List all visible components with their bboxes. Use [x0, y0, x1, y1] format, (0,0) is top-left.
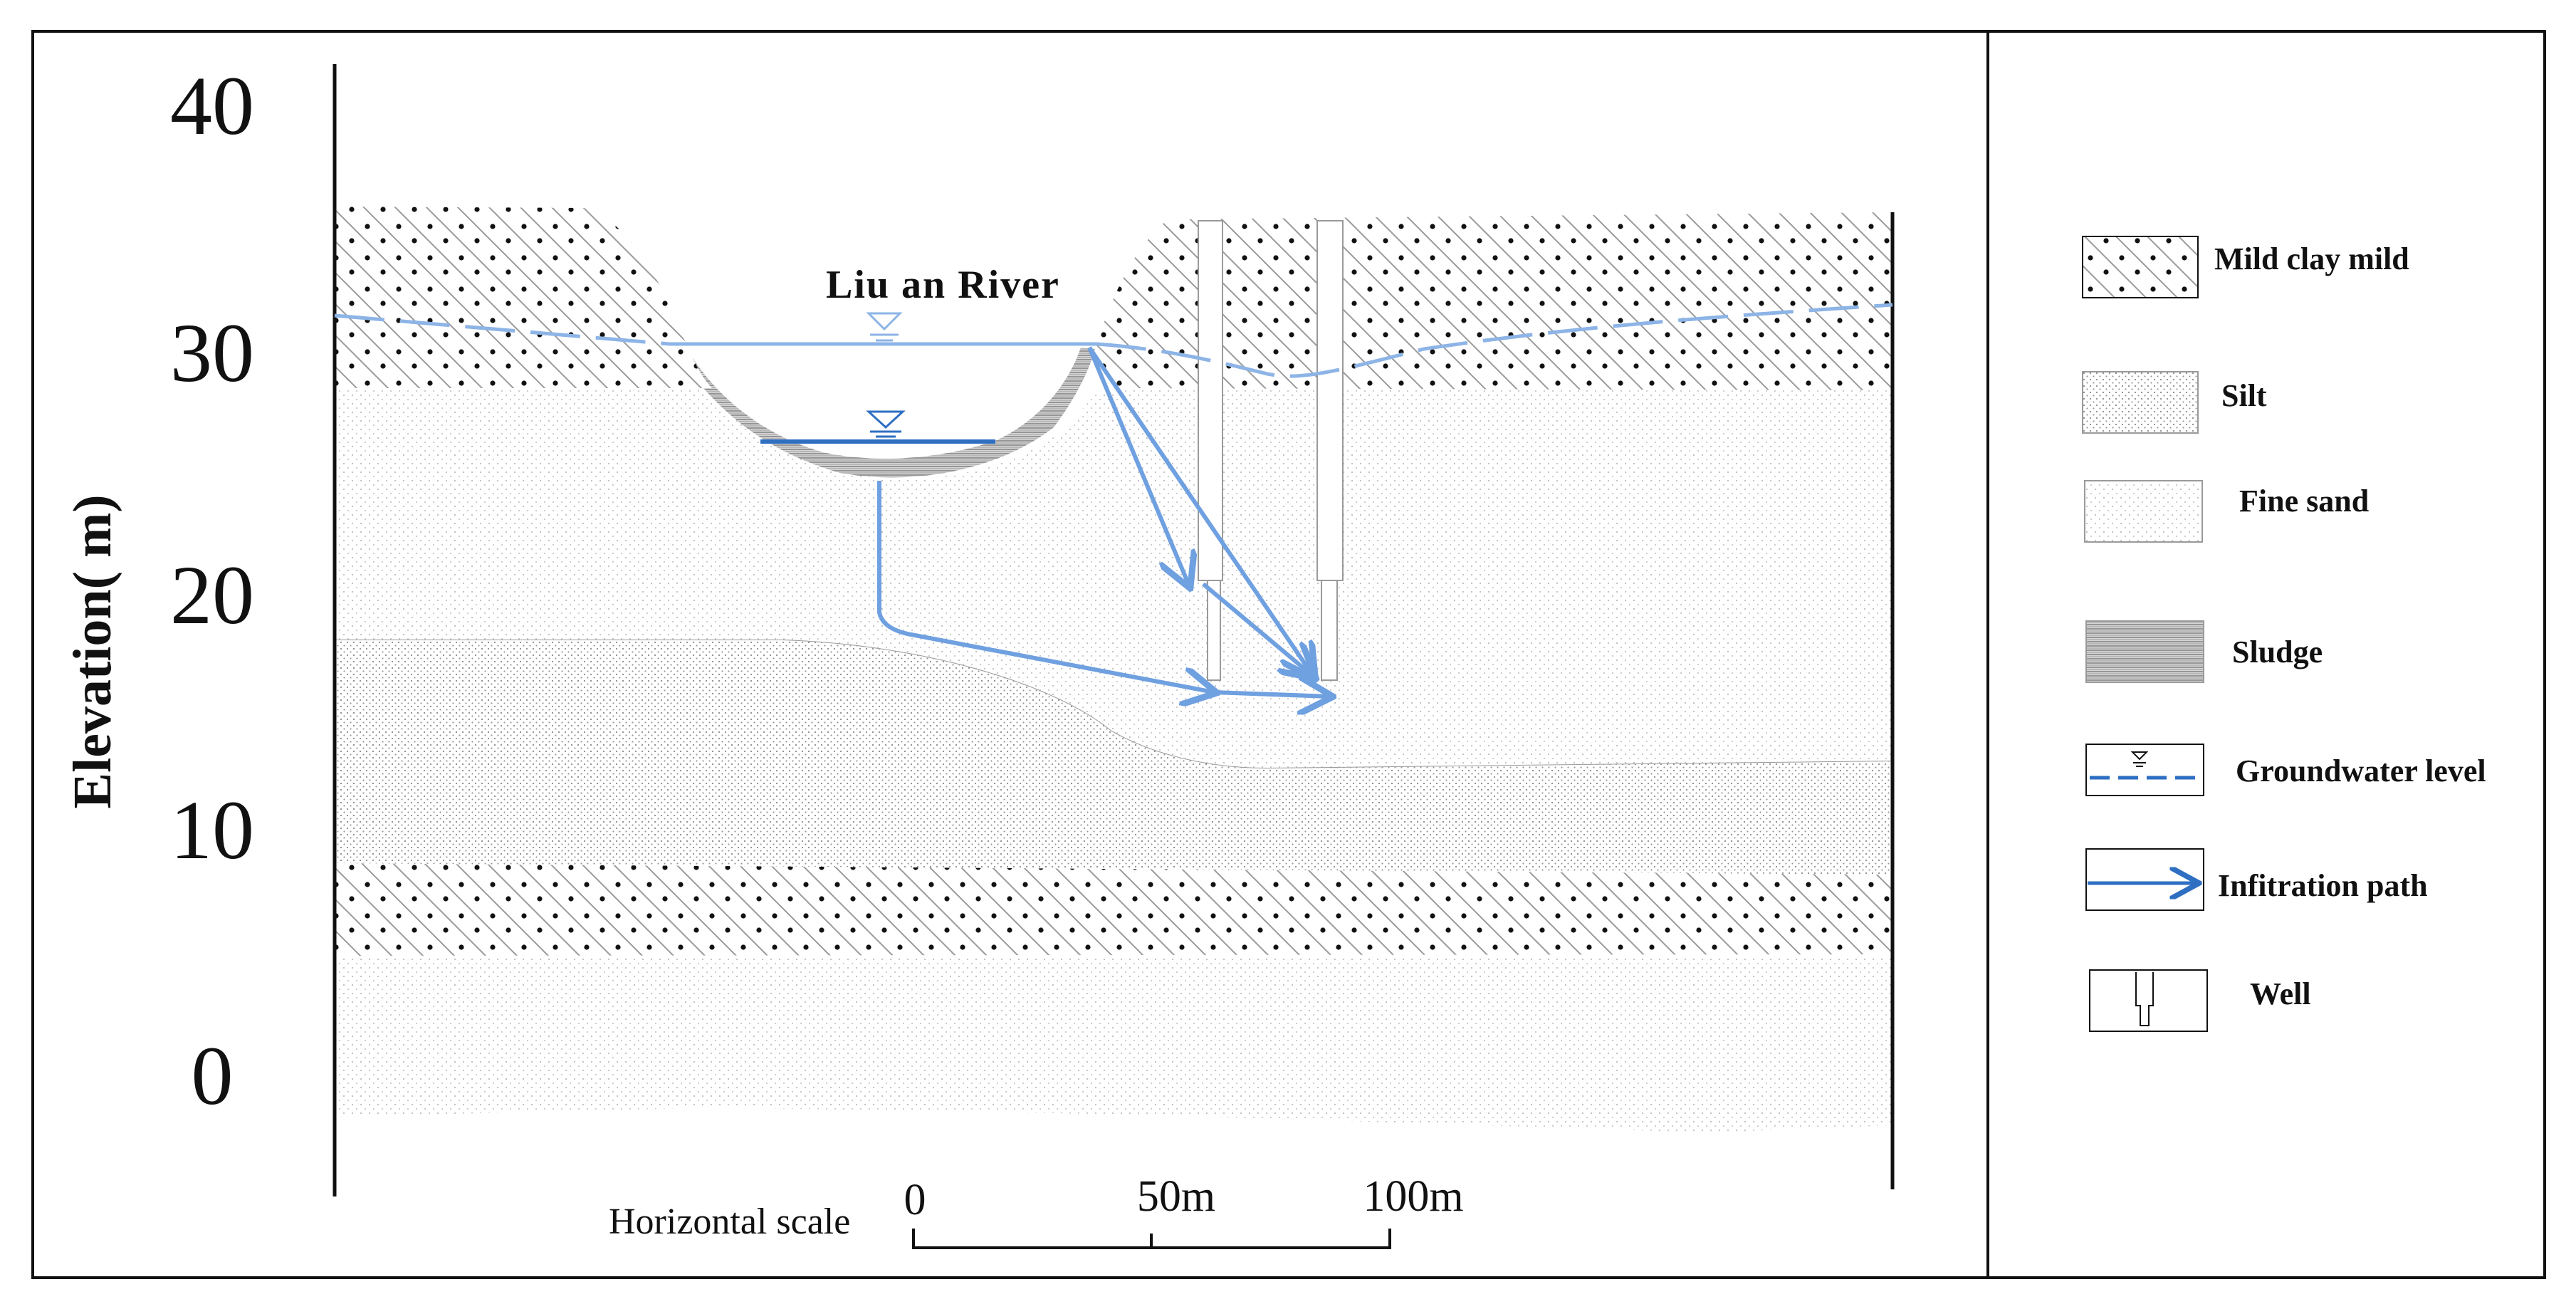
layer-clay-right — [1095, 212, 1892, 390]
groundwater-level-line — [334, 303, 1893, 378]
legend-item-sludge: Sludge — [2085, 620, 2323, 683]
layer-upper-sand — [335, 388, 1892, 768]
y-tick-30: 30 — [170, 306, 254, 400]
scale-tick-50m: 50m — [1137, 1172, 1215, 1221]
layer-clay-left — [335, 207, 712, 388]
legend-item-groundwater: Groundwater level — [2085, 744, 2486, 796]
legend-item-infiltration: Infitration path — [2085, 848, 2428, 911]
y-tick-20: 20 — [170, 548, 254, 642]
infiltration-path-1 — [1087, 346, 1189, 585]
legend-swatch-silt — [2082, 371, 2199, 434]
legend-label-well: Well — [2250, 976, 2311, 1011]
legend-label-silt: Silt — [2221, 378, 2267, 413]
legend-label-clay: Mild clay mild — [2214, 241, 2409, 276]
outer-frame — [31, 30, 2546, 1279]
legend-item-well: Well — [2089, 969, 2311, 1032]
water-level-symbol-low — [866, 410, 906, 438]
legend-item-fine-sand: Fine sand — [2084, 480, 2369, 543]
horizontal-scale: Horizontal scale 0 50m 100m — [609, 1172, 1464, 1249]
layer-bottom-sand — [335, 956, 1892, 1132]
infiltration-paths — [877, 346, 1330, 697]
legend-label-groundwater: Groundwater level — [2236, 754, 2486, 788]
legend-label-sludge: Sludge — [2232, 635, 2323, 669]
infiltration-path-4 — [877, 481, 1214, 692]
scale-tick-100m: 100m — [1363, 1172, 1463, 1221]
y-tick-0: 0 — [192, 1029, 234, 1122]
cross-section — [333, 64, 1895, 1196]
scale-tick-0: 0 — [904, 1176, 926, 1224]
well-1 — [1198, 220, 1223, 681]
scale-label: Horizontal scale — [609, 1201, 850, 1242]
scale-bar — [912, 1229, 1391, 1249]
y-axis: Elevation( m) 40 30 20 10 0 — [63, 59, 254, 1122]
legend: Mild clay mild Silt Fine sand Sludge Gro… — [2082, 236, 2486, 1032]
legend-swatch-fine-sand — [2084, 480, 2203, 543]
legend-item-silt: Silt — [2082, 371, 2267, 434]
water-level-symbol-high — [866, 312, 903, 342]
legend-swatch-clay — [2082, 236, 2199, 298]
y-axis-label: Elevation( m) — [63, 494, 122, 808]
legend-item-clay: Mild clay mild — [2082, 236, 2409, 298]
river-title: Liu an River — [826, 263, 1060, 307]
legend-label-infiltration: Infitration path — [2218, 868, 2428, 903]
layer-lower-clay — [335, 863, 1892, 956]
infiltration-path-2 — [1087, 346, 1314, 677]
y-tick-10: 10 — [170, 783, 254, 877]
legend-swatch-infiltration — [2085, 848, 2204, 911]
legend-label-fine-sand: Fine sand — [2239, 484, 2369, 518]
y-tick-40: 40 — [170, 59, 254, 152]
infiltration-path-5 — [1213, 692, 1330, 697]
legend-swatch-sludge — [2085, 620, 2204, 683]
layer-silt — [335, 640, 1892, 875]
infiltration-path-3 — [1202, 582, 1314, 677]
well-2 — [1316, 220, 1344, 681]
well-icon — [2135, 972, 2154, 1026]
